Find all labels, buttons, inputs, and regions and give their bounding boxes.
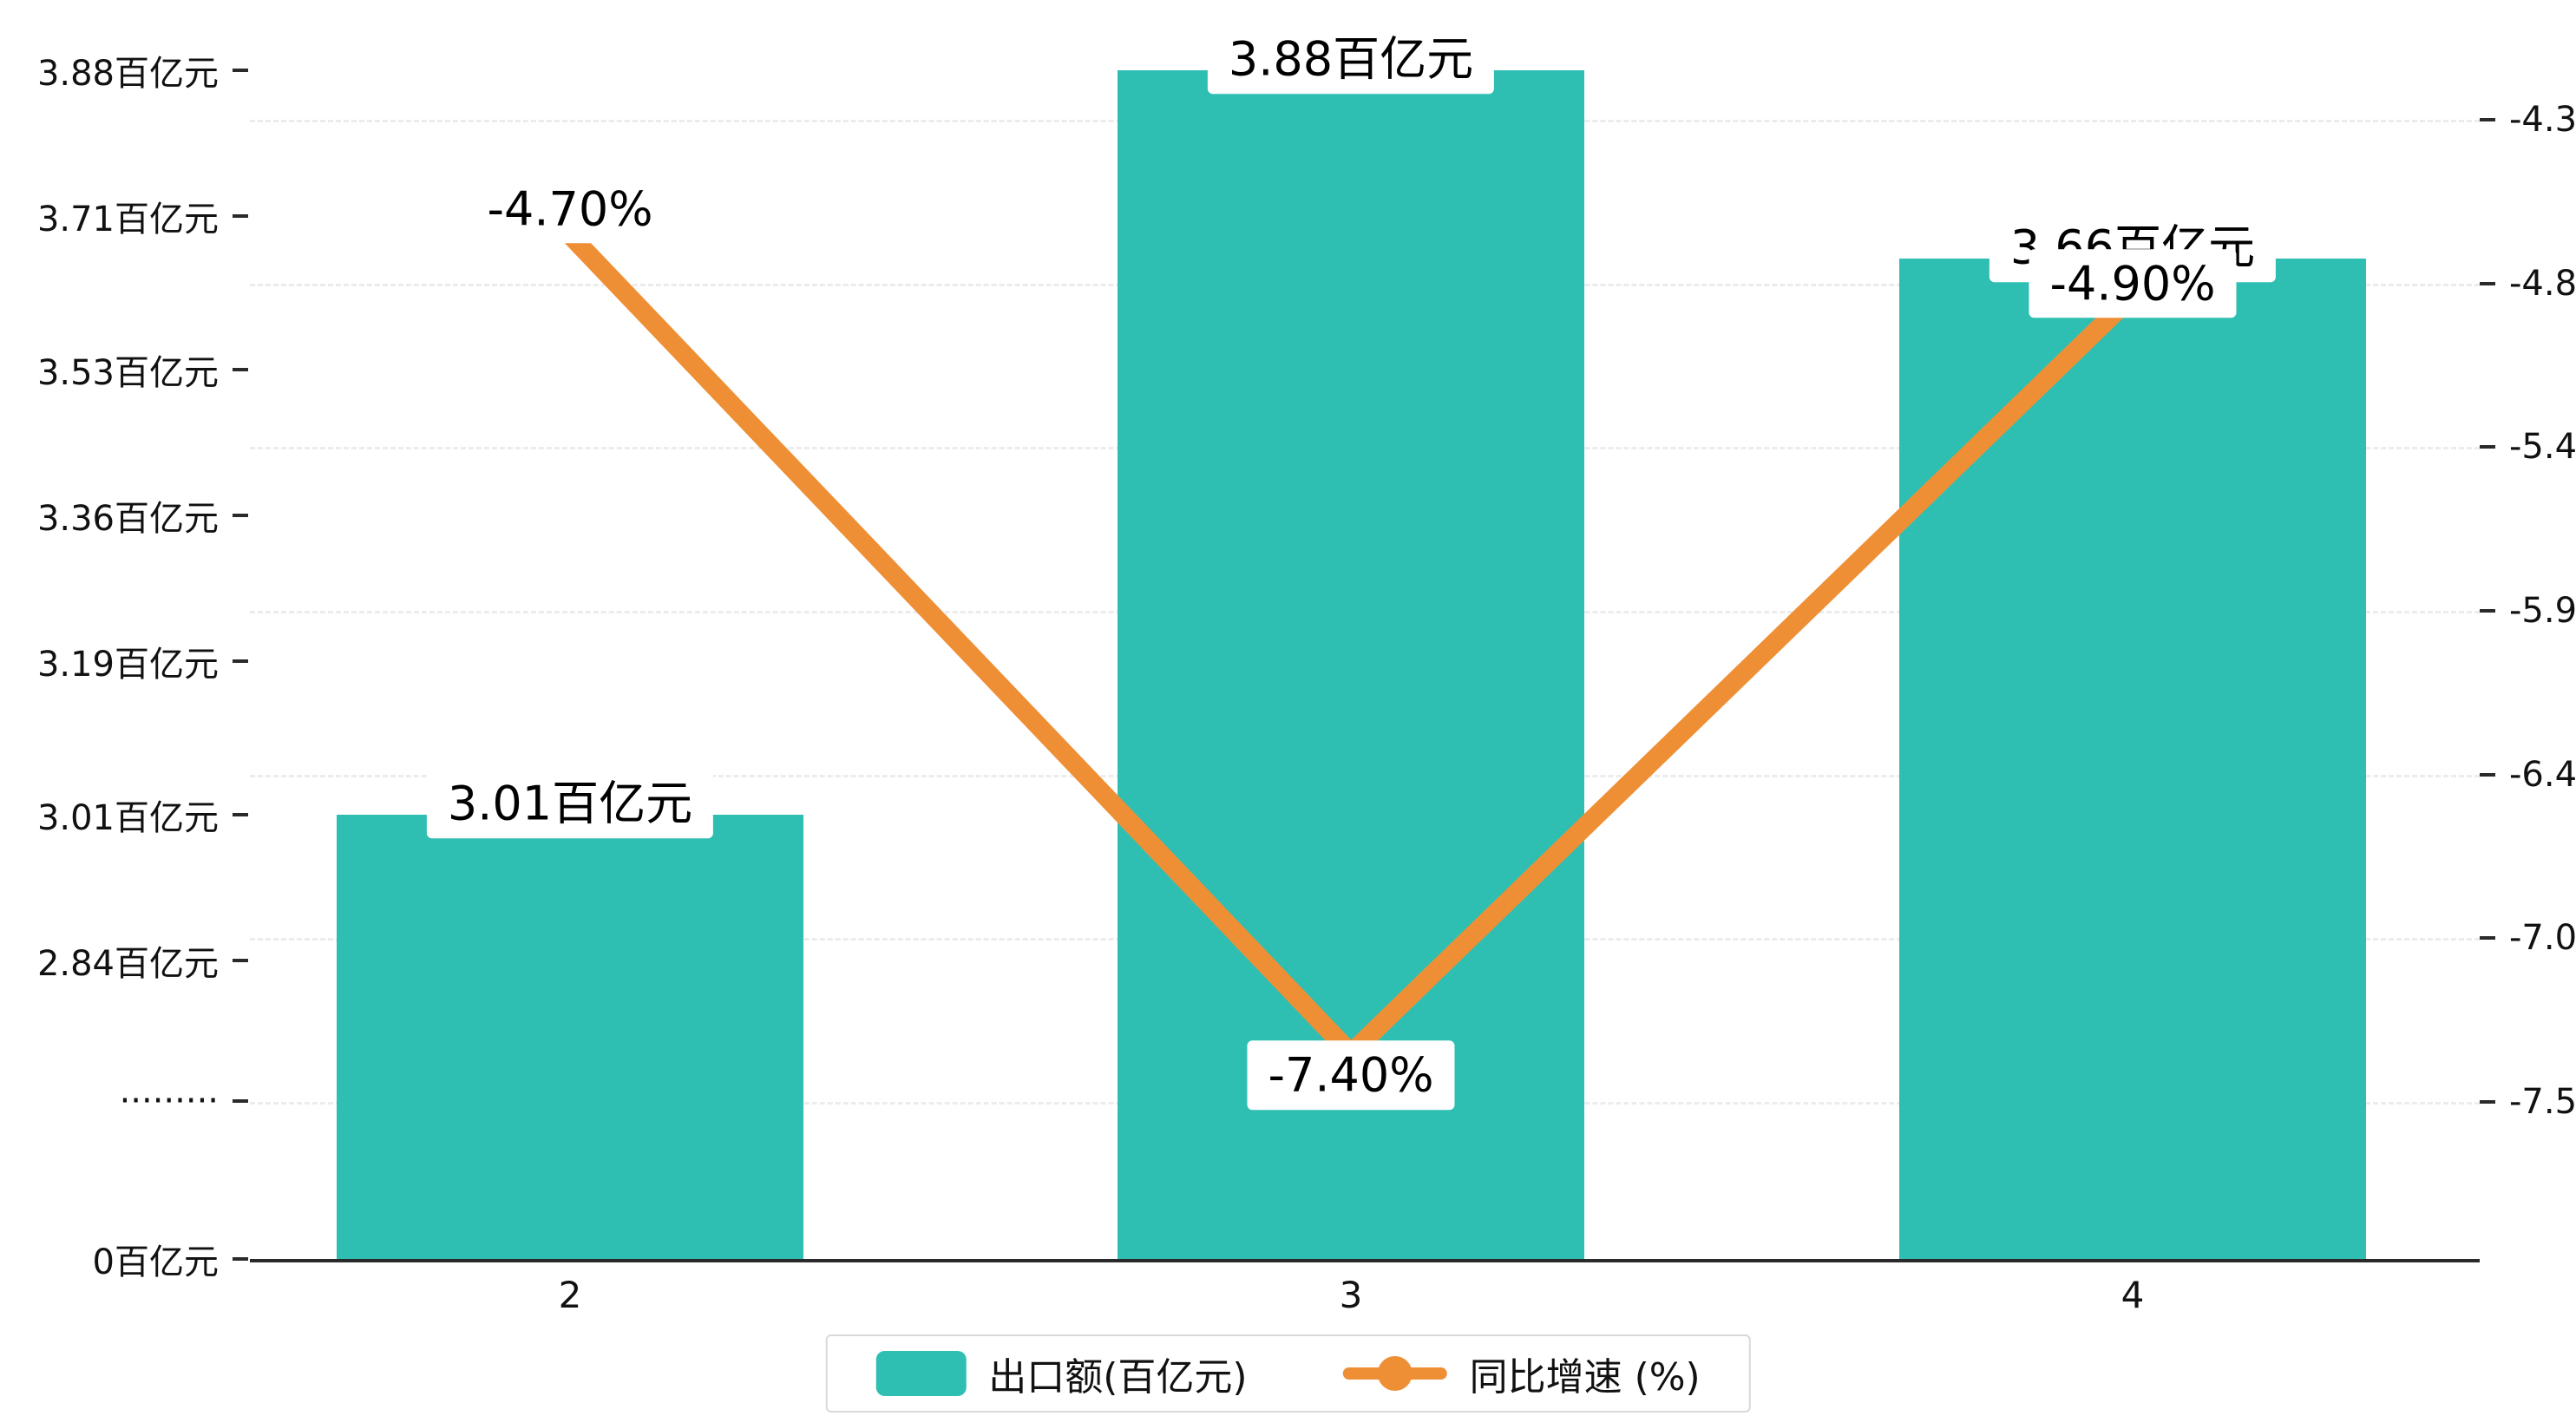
left-axis-tick — [233, 69, 248, 72]
left-axis-label: 3.36百亿元 — [36, 499, 219, 539]
left-axis-label: 3.53百亿元 — [36, 353, 219, 394]
bar-export-value — [1899, 259, 2366, 1259]
left-axis-tick — [233, 959, 248, 962]
bar-value-label: 3.88百亿元 — [1207, 24, 1495, 94]
line-value-label: -7.40% — [1247, 1040, 1455, 1110]
right-axis-label: -5.94 — [2509, 591, 2576, 631]
left-axis-label: 3.71百亿元 — [36, 199, 219, 239]
left-axis-label: 2.84百亿元 — [36, 944, 219, 984]
right-axis-label: -5.40 — [2509, 427, 2576, 468]
right-axis-tick — [2480, 936, 2495, 941]
legend-label-export-value: 出口额(百亿元) — [988, 1355, 1248, 1400]
left-axis-tick — [233, 514, 248, 517]
right-axis-tick — [2480, 281, 2495, 285]
legend-label-growth-rate: 同比增速 (%) — [1469, 1355, 1701, 1400]
left-axis-label: 3.88百亿元 — [36, 54, 219, 94]
x-axis-category: 4 — [2120, 1274, 2145, 1316]
legend-item-export-value[interactable]: 出口额(百亿元) — [875, 1346, 1248, 1401]
bar-export-value — [337, 815, 803, 1259]
left-axis-break-label: ········· — [119, 1081, 219, 1121]
line-swatch-icon — [1342, 1356, 1447, 1391]
left-axis-label: 0百亿元 — [92, 1242, 219, 1282]
left-axis-tick — [233, 813, 248, 817]
left-axis-tick — [233, 213, 248, 218]
right-axis-label: -4.32 — [2509, 100, 2576, 140]
x-axis-category: 3 — [1339, 1274, 1363, 1316]
right-axis-label: -7.56 — [2509, 1082, 2576, 1122]
left-axis-tick — [233, 1257, 248, 1261]
line-value-label: -4.90% — [2029, 248, 2237, 318]
right-axis-tick — [2480, 1100, 2495, 1104]
right-axis-label: -4.86 — [2509, 263, 2576, 304]
legend: 出口额(百亿元) 同比增速 (%) — [825, 1334, 1751, 1413]
left-axis-tick — [233, 368, 248, 372]
right-axis-label: -6.48 — [2509, 754, 2576, 795]
right-axis-tick — [2480, 445, 2495, 449]
left-axis-tick — [233, 1099, 248, 1103]
right-axis-label: -7.02 — [2509, 918, 2576, 959]
line-swatch-dot-icon — [1377, 1356, 1413, 1391]
left-axis-label: 3.19百亿元 — [36, 644, 219, 685]
right-axis-tick — [2480, 772, 2495, 777]
line-value-label: -4.70% — [466, 174, 674, 244]
right-axis-tick — [2480, 609, 2495, 613]
right-axis-tick — [2480, 118, 2495, 121]
x-axis-line — [250, 1259, 2480, 1262]
bar-value-label: 3.01百亿元 — [426, 769, 714, 839]
x-axis-category: 2 — [558, 1274, 582, 1316]
legend-item-growth-rate[interactable]: 同比增速 (%) — [1342, 1346, 1701, 1401]
bar-swatch-icon — [875, 1351, 967, 1396]
left-axis-label: 3.01百亿元 — [36, 798, 219, 839]
left-axis-tick — [233, 659, 248, 663]
